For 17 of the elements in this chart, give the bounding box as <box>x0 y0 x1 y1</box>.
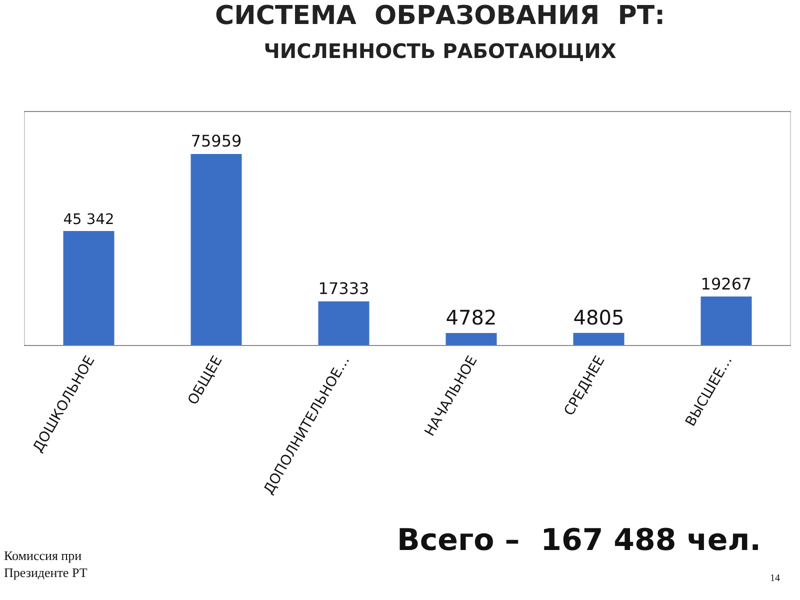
bar <box>63 231 114 345</box>
bar <box>573 332 624 345</box>
data-label: 4782 <box>446 306 497 330</box>
data-label: 19267 <box>700 274 752 294</box>
text: Всего – 167 488 чел. <box>397 523 762 558</box>
data-label: 75959 <box>190 132 242 151</box>
text: Комиссия при Президенте РТ <box>4 548 88 580</box>
data-label: 4805 <box>573 306 624 330</box>
bar <box>700 296 752 345</box>
bar <box>190 154 242 345</box>
chart-title: СИСТЕМА ОБРАЗОВАНИЯ РТ: <box>215 1 665 31</box>
chart-subtitle: ЧИСЛЕННОСТЬ РАБОТАЮЩИХ <box>264 38 617 63</box>
data-label: 17333 <box>318 279 370 298</box>
text: 14 <box>770 573 780 584</box>
bar <box>446 332 497 345</box>
bar <box>318 301 370 345</box>
data-label: 45 342 <box>63 211 114 228</box>
